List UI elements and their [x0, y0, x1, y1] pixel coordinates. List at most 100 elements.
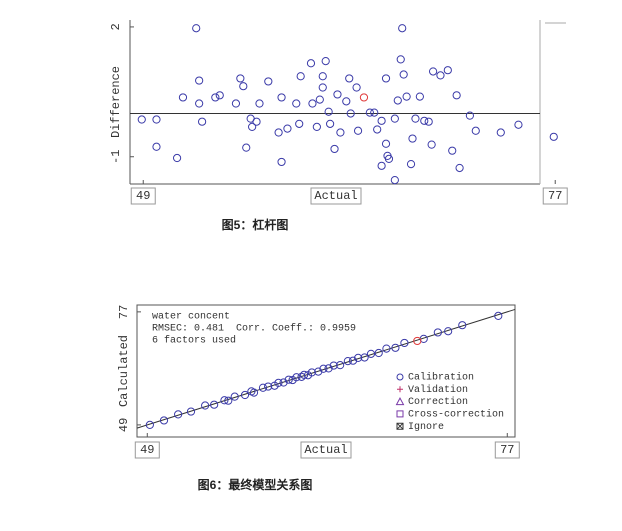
point: [249, 388, 259, 397]
point: [174, 410, 183, 419]
x-tick-label: 77: [500, 443, 514, 457]
point: [312, 122, 321, 131]
legend-label: Calibration: [408, 372, 474, 384]
point: [274, 128, 283, 137]
point: [324, 107, 333, 116]
point: [374, 348, 383, 358]
point: [366, 349, 376, 358]
legend-symbol: [396, 373, 404, 381]
point: [381, 74, 391, 83]
point: [496, 128, 505, 137]
point: [292, 373, 301, 382]
y-tick-label: 49: [117, 418, 131, 432]
point: [279, 378, 288, 387]
point: [321, 57, 330, 66]
point: [359, 93, 369, 102]
point: [336, 128, 345, 137]
legend-label: Ignore: [408, 422, 444, 433]
point: [195, 76, 204, 85]
point: [402, 92, 411, 101]
point: [318, 83, 327, 92]
point: [377, 116, 386, 125]
point: [242, 143, 251, 152]
point: [383, 151, 392, 160]
point: [346, 109, 355, 118]
x-axis-label: Actual: [304, 443, 347, 457]
label-box: [134, 441, 160, 459]
x-tick-label: 49: [140, 443, 154, 457]
point: [186, 407, 196, 416]
y-axis-label: Difference: [109, 66, 123, 138]
y-axis-label: Calculated: [117, 335, 131, 407]
point: [382, 344, 391, 353]
point: [471, 126, 480, 135]
point: [396, 55, 405, 64]
point: [458, 321, 467, 330]
point: [284, 375, 293, 384]
point: [413, 336, 422, 346]
point: [452, 91, 461, 100]
point: [306, 59, 316, 68]
point: [365, 108, 374, 117]
point: [424, 117, 433, 126]
point: [230, 392, 239, 401]
point: [429, 67, 438, 76]
point: [314, 367, 323, 376]
point: [433, 328, 442, 337]
point: [448, 146, 457, 155]
point: [252, 117, 261, 126]
point: [333, 90, 342, 99]
label-box: [542, 187, 568, 205]
point: [324, 364, 333, 373]
point: [197, 117, 207, 126]
point: [300, 370, 309, 379]
point: [370, 108, 379, 117]
point: [296, 72, 305, 81]
point: [231, 99, 241, 108]
point: [318, 72, 327, 81]
point: [408, 134, 417, 143]
point: [436, 71, 445, 80]
x-tick-label: 49: [136, 189, 150, 203]
point: [329, 361, 338, 370]
point: [377, 161, 386, 170]
point: [411, 114, 420, 123]
point: [360, 353, 369, 362]
label-box: [130, 187, 156, 205]
plot-frame: [136, 304, 516, 438]
point: [427, 140, 436, 149]
point: [393, 96, 402, 105]
diagonal-line: [136, 308, 516, 429]
figure-caption: 图6：最终模型关系图: [198, 477, 313, 492]
point: [342, 97, 351, 106]
point: [192, 24, 201, 33]
point: [215, 91, 224, 100]
point: [336, 361, 345, 370]
point: [494, 311, 503, 320]
y-tick-label: 77: [117, 305, 131, 319]
label-box: [300, 441, 352, 459]
point: [277, 157, 286, 167]
point: [137, 115, 146, 124]
figure-caption: 图5：杠杆图: [222, 217, 289, 232]
point: [152, 142, 161, 151]
point: [264, 77, 273, 86]
legend-label: Correction: [408, 396, 468, 408]
point: [319, 364, 328, 373]
point: [514, 120, 523, 129]
point: [240, 390, 250, 400]
point: [255, 99, 264, 108]
point: [258, 383, 268, 392]
point: [172, 153, 182, 163]
legend-label: Cross-correction: [408, 409, 504, 421]
x-tick-label: 77: [548, 189, 562, 203]
point: [373, 125, 382, 134]
label-box: [310, 187, 362, 205]
point: [195, 99, 204, 108]
point: [348, 356, 358, 365]
point: [159, 416, 169, 425]
point: [354, 353, 363, 362]
point: [248, 122, 257, 131]
point: [443, 66, 452, 75]
